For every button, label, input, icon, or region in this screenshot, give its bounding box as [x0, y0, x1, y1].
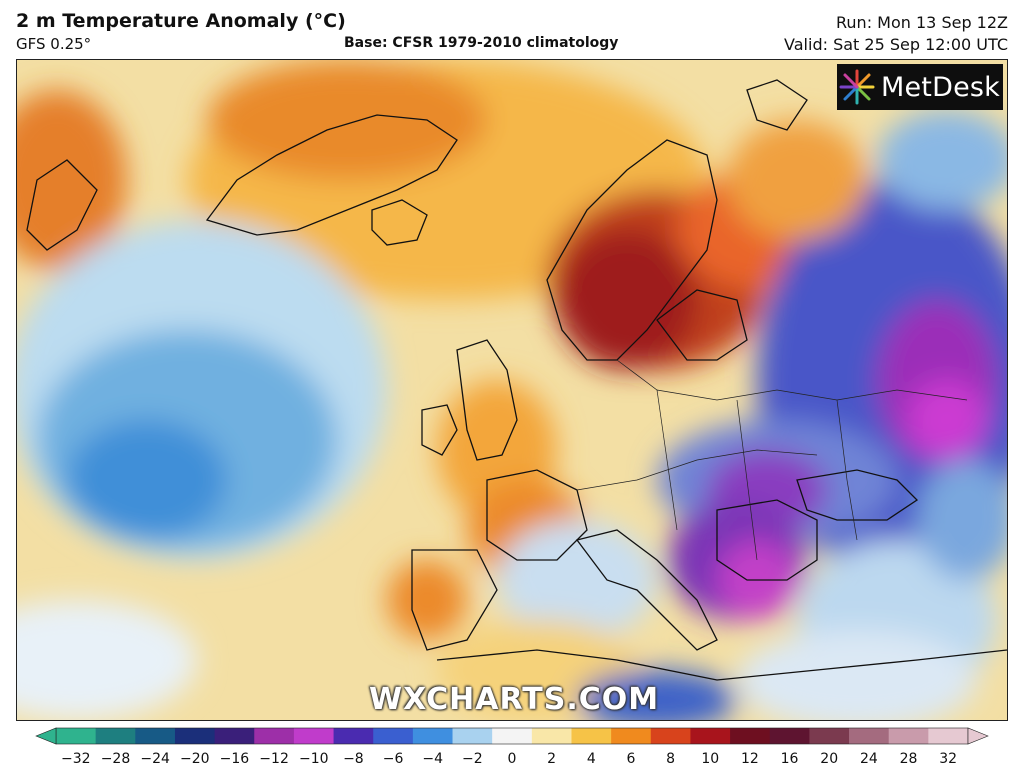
colorbar-segment	[452, 728, 493, 744]
borders	[576, 359, 968, 561]
colorbar-segment	[928, 728, 969, 744]
colorbar-segment	[174, 728, 216, 744]
colorbar-segment	[95, 728, 136, 744]
colorbar-tick-label: −2	[462, 751, 483, 767]
colorbar-tick-label: 16	[780, 751, 799, 767]
valid-time-label: Valid: Sat 25 Sep 12:00 UTC	[784, 35, 1008, 54]
colorbar-tick-label: 12	[740, 751, 759, 767]
colorbar-segments	[55, 727, 969, 745]
colorbar-segment	[412, 728, 454, 744]
colorbar-tick-label: 20	[820, 751, 839, 767]
run-time-label: Run: Mon 13 Sep 12Z	[836, 13, 1008, 32]
wxcharts-watermark: WXCHARTS.COM	[369, 682, 660, 717]
colorbar-segment	[135, 728, 176, 744]
colorbar-low-arrow	[35, 727, 57, 745]
colorbar-segment	[531, 728, 572, 744]
colorbar-segment	[730, 728, 771, 744]
colorbar-segment	[690, 728, 731, 744]
colorbar-segment	[809, 728, 850, 744]
colorbar-segment	[56, 728, 97, 744]
colorbar-tick-label: 24	[859, 751, 878, 767]
colorbar-segment	[293, 728, 335, 744]
colorbar-segment	[650, 728, 691, 744]
colorbar-segment	[611, 728, 652, 744]
colorbar	[35, 727, 989, 745]
colorbar-segment	[849, 728, 890, 744]
colorbar-segment	[214, 728, 255, 744]
base-climatology-label: Base: CFSR 1979-2010 climatology	[344, 35, 619, 51]
colorbar-tick-label: −24	[140, 751, 170, 767]
colorbar-tick-label: −4	[422, 751, 444, 767]
colorbar-tick-label: 6	[626, 751, 636, 767]
colorbar-segment	[333, 728, 374, 744]
colorbar-segment	[254, 728, 295, 744]
colorbar-tick-label: −16	[219, 751, 250, 767]
colorbar-tick-label: 32	[939, 751, 958, 767]
colorbar-tick-label: −20	[180, 751, 210, 767]
chart-header: 2 m Temperature Anomaly (°C) GFS 0.25° B…	[0, 0, 1024, 58]
colorbar-segment	[373, 728, 414, 744]
anomaly-field	[17, 60, 1007, 720]
colorbar-tick-label: 2	[547, 751, 557, 767]
anomaly-map[interactable]: MetDesk WXCHARTS.COM	[16, 59, 1008, 721]
colorbar-high-arrow	[967, 727, 989, 745]
colorbar-tick-label: −6	[382, 751, 404, 767]
metdesk-logo-icon	[839, 69, 875, 105]
colorbar-tick-label: −28	[100, 751, 131, 767]
colorbar-tick-label: −8	[343, 751, 364, 767]
metdesk-logo: MetDesk	[837, 64, 1003, 110]
map-title: 2 m Temperature Anomaly (°C)	[16, 10, 346, 32]
model-label: GFS 0.25°	[16, 35, 92, 53]
colorbar-segment	[888, 728, 929, 744]
colorbar-segment	[571, 728, 612, 744]
colorbar-tick-label: −10	[298, 751, 329, 767]
colorbar-segment	[769, 728, 810, 744]
colorbar-tick-label: 28	[899, 751, 918, 767]
colorbar-tick-label: 0	[507, 751, 517, 767]
colorbar-tick-label: 8	[666, 751, 676, 767]
colorbar-segment	[492, 728, 533, 744]
colorbar-tick-label: 4	[586, 751, 596, 767]
map-canvas	[17, 60, 1007, 720]
coastlines	[26, 79, 1007, 681]
metdesk-logo-text: MetDesk	[881, 71, 1000, 103]
colorbar-tick-label: −12	[259, 751, 289, 767]
colorbar-tick-label: 10	[701, 751, 720, 767]
colorbar-tick-label: −32	[61, 751, 91, 767]
